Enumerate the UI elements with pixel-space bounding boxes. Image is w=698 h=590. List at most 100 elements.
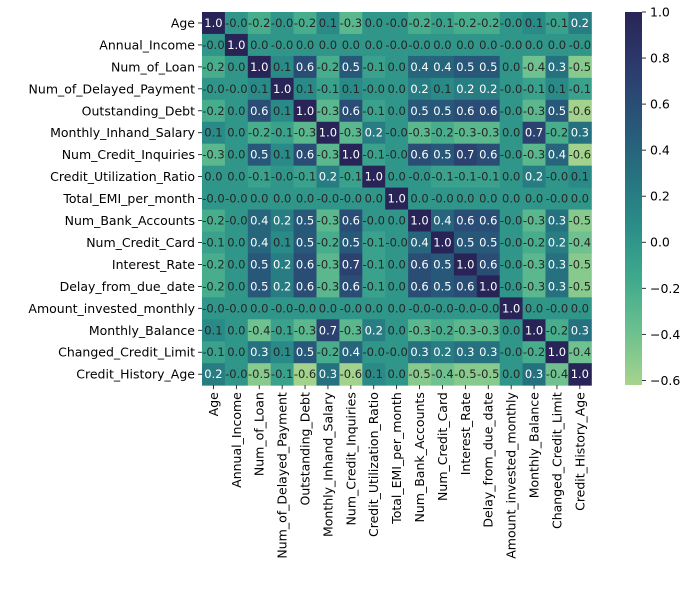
colorbar-tick-label: 0.4 bbox=[650, 143, 670, 158]
heatmap-cell bbox=[316, 341, 340, 364]
cell-value-label: 1.0 bbox=[433, 235, 451, 249]
heatmap-cell bbox=[499, 319, 524, 342]
cell-value-label: -0.0 bbox=[385, 345, 407, 359]
heatmap-cell bbox=[270, 319, 295, 342]
heatmap-cell bbox=[224, 319, 249, 342]
cell-value-label: 0.1 bbox=[365, 367, 383, 381]
cell-value-label: -0.1 bbox=[363, 104, 385, 118]
cell-value-label: -0.1 bbox=[569, 82, 591, 96]
heatmap-cell bbox=[293, 297, 317, 320]
cell-value-label: 1.0 bbox=[342, 148, 360, 162]
heatmap-cell bbox=[385, 77, 409, 101]
cell-value-label: -0.3 bbox=[477, 126, 499, 140]
cell-value-label: 0.1 bbox=[433, 82, 451, 96]
cell-value-label: -0.0 bbox=[500, 279, 522, 293]
heatmap-cell bbox=[247, 275, 272, 298]
heatmap-cell bbox=[568, 121, 592, 145]
cell-value-label: 0.5 bbox=[433, 279, 451, 293]
cell-value-label: -0.1 bbox=[271, 126, 293, 140]
cell-value-label: -0.0 bbox=[225, 16, 247, 30]
y-tick-label: Changed_Credit_Limit bbox=[58, 345, 195, 360]
heatmap-cell bbox=[247, 363, 272, 386]
cell-value-label: -0.3 bbox=[523, 148, 545, 162]
cell-value-label: -0.0 bbox=[569, 38, 591, 52]
heatmap-cell bbox=[476, 187, 501, 211]
heatmap-cell bbox=[270, 275, 295, 298]
cell-value-label: -0.0 bbox=[225, 367, 247, 381]
cell-value-label: -0.0 bbox=[363, 345, 385, 359]
cell-value-label: -0.1 bbox=[431, 16, 453, 30]
cell-value-label: 0.5 bbox=[433, 257, 451, 271]
cell-value-label: -0.2 bbox=[546, 323, 568, 337]
colorbar-tick-label: 0.2 bbox=[650, 189, 670, 204]
heatmap-cell bbox=[202, 165, 226, 189]
heatmap-cell bbox=[476, 297, 501, 320]
heatmap-cell bbox=[476, 121, 501, 145]
cell-value-label: 0.0 bbox=[525, 38, 543, 52]
heatmap-cell bbox=[545, 55, 569, 79]
cell-value-label: -0.1 bbox=[340, 170, 362, 184]
heatmap-cell bbox=[453, 253, 478, 276]
cell-value-label: 0.0 bbox=[296, 192, 314, 206]
cell-value-label: 0.0 bbox=[250, 38, 268, 52]
cell-value-label: 0.5 bbox=[250, 148, 268, 162]
cell-value-label: -0.3 bbox=[454, 126, 476, 140]
cell-value-label: 0.7 bbox=[456, 148, 474, 162]
heatmap-cell bbox=[431, 77, 455, 101]
heatmap-cell bbox=[499, 99, 524, 123]
cell-value-label: 0.0 bbox=[388, 104, 406, 118]
heatmap-cell bbox=[247, 99, 272, 123]
cell-value-label: -0.2 bbox=[202, 214, 224, 228]
heatmap-cell bbox=[224, 33, 249, 57]
x-tick-label: Num_of_Loan bbox=[252, 392, 267, 476]
heatmap-cell bbox=[202, 297, 226, 320]
cell-value-label: 0.0 bbox=[250, 301, 268, 315]
cell-value-label: -0.0 bbox=[408, 301, 430, 315]
x-tick-label: Monthly_Balance bbox=[527, 392, 542, 498]
heatmap-cell bbox=[408, 77, 432, 101]
heatmap-cell bbox=[431, 341, 455, 364]
heatmap-cell bbox=[362, 297, 386, 320]
heatmap-cell bbox=[499, 341, 524, 364]
heatmap-cell bbox=[522, 187, 546, 211]
cell-value-label: 0.0 bbox=[388, 279, 406, 293]
heatmap-cell bbox=[453, 209, 478, 232]
heatmap-cell bbox=[522, 99, 546, 123]
y-tick-label: Annual_Income bbox=[99, 37, 195, 52]
heatmap-cell bbox=[476, 143, 501, 167]
colorbar-tick-label: −0.2 bbox=[650, 281, 680, 296]
heatmap-cell bbox=[293, 165, 317, 189]
cell-value-label: -0.3 bbox=[317, 214, 339, 228]
cell-value-label: 0.2 bbox=[319, 170, 337, 184]
heatmap-cell bbox=[408, 275, 432, 298]
cell-value-label: 0.6 bbox=[296, 257, 314, 271]
cell-value-label: 0.6 bbox=[479, 214, 497, 228]
heatmap-cell bbox=[522, 297, 546, 320]
heatmap-cell bbox=[499, 231, 524, 254]
heatmap-cell bbox=[431, 55, 455, 79]
heatmap-cell bbox=[247, 209, 272, 232]
heatmap-cell bbox=[362, 319, 386, 342]
cell-value-label: -0.3 bbox=[523, 279, 545, 293]
cell-value-label: -0.0 bbox=[500, 214, 522, 228]
heatmap-cell bbox=[316, 55, 340, 79]
y-tick-label: Monthly_Balance bbox=[89, 323, 195, 338]
heatmap-cell bbox=[476, 209, 501, 232]
heatmap-cell bbox=[453, 99, 478, 123]
heatmap-cell bbox=[202, 363, 226, 386]
heatmap-cell bbox=[453, 275, 478, 298]
cell-value-label: -0.0 bbox=[363, 82, 385, 96]
heatmap-cell bbox=[499, 297, 524, 320]
heatmap-cell bbox=[453, 12, 478, 35]
cell-value-label: -0.1 bbox=[271, 323, 293, 337]
heatmap-cell bbox=[224, 297, 249, 320]
heatmap-cell bbox=[293, 12, 317, 35]
cell-value-label: -0.1 bbox=[248, 170, 270, 184]
cell-value-label: -0.0 bbox=[454, 301, 476, 315]
cell-value-label: 0.0 bbox=[479, 38, 497, 52]
heatmap-cell bbox=[522, 253, 546, 276]
cell-value-label: 0.0 bbox=[571, 192, 589, 206]
heatmap-cell bbox=[316, 187, 340, 211]
cell-value-label: 0.0 bbox=[227, 126, 245, 140]
